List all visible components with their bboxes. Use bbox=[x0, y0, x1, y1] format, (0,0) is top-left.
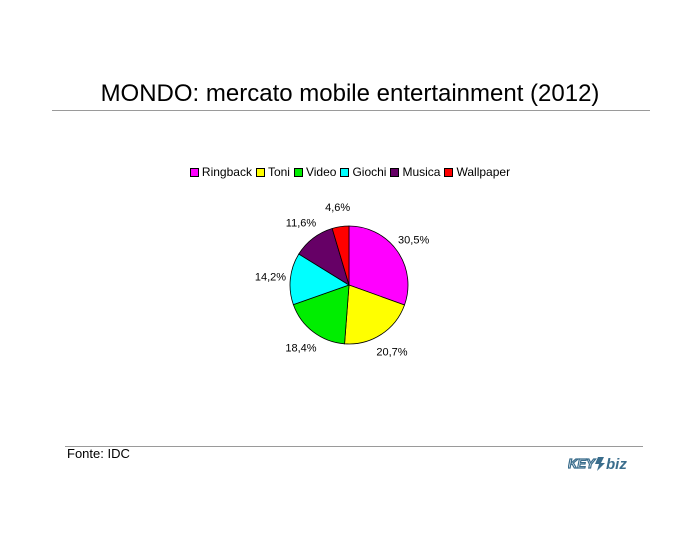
legend-item-toni: Toni bbox=[255, 165, 290, 179]
footer-divider bbox=[65, 446, 643, 447]
legend-swatch bbox=[340, 167, 350, 177]
legend-swatch bbox=[444, 167, 454, 177]
legend-label: Musica bbox=[402, 165, 441, 179]
data-label-giochi: 14,2% bbox=[255, 272, 286, 284]
data-label-toni: 20,7% bbox=[376, 346, 407, 358]
chart-legend: Ringback Toni Video Giochi Musica Wallpaper bbox=[0, 165, 700, 179]
legend-item-ringback: Ringback bbox=[189, 165, 252, 179]
legend-swatch bbox=[189, 167, 199, 177]
svg-text:biz: biz bbox=[606, 456, 627, 473]
data-label-wallpaper: 4,6% bbox=[325, 202, 350, 214]
pie-slice-ringback bbox=[348, 225, 409, 306]
legend-item-wallpaper: Wallpaper bbox=[444, 165, 510, 179]
key4biz-logo: KEY biz bbox=[568, 455, 627, 473]
legend-label: Giochi bbox=[352, 165, 387, 179]
pie-slice-video bbox=[292, 284, 350, 345]
legend-swatch bbox=[293, 167, 303, 177]
pie-slice-toni bbox=[344, 284, 406, 345]
data-label-musica: 11,6% bbox=[286, 217, 317, 229]
slide-title: MONDO: mercato mobile entertainment (201… bbox=[100, 80, 600, 107]
legend-item-musica: Musica bbox=[390, 165, 440, 179]
data-label-ringback: 30,5% bbox=[398, 235, 429, 247]
legend-label: Video bbox=[305, 165, 337, 179]
legend-label: Wallpaper bbox=[456, 165, 511, 179]
legend-swatch bbox=[390, 167, 400, 177]
pie-slice-giochi bbox=[289, 253, 350, 306]
legend-item-giochi: Giochi bbox=[340, 165, 386, 179]
legend-swatch bbox=[255, 167, 265, 177]
legend-item-video: Video bbox=[293, 165, 337, 179]
pie-slice-wallpaper bbox=[331, 225, 350, 286]
title-divider bbox=[52, 110, 650, 111]
source-note: Fonte: IDC bbox=[67, 446, 130, 461]
legend-label: Ringback bbox=[201, 165, 252, 179]
data-label-video: 18,4% bbox=[285, 343, 316, 355]
legend-label: Toni bbox=[267, 165, 290, 179]
svg-text:KEY: KEY bbox=[568, 456, 596, 471]
